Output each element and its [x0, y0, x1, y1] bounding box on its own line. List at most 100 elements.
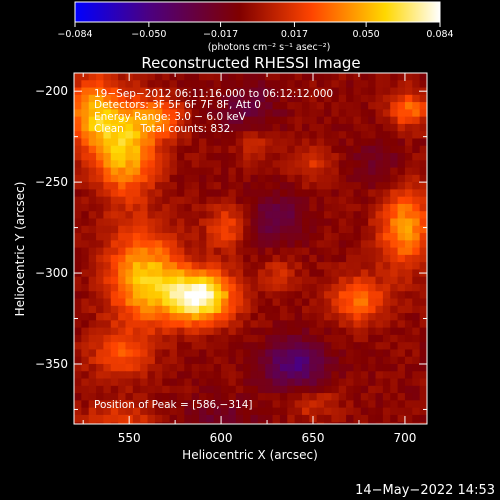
heatmap-pixel	[154, 305, 163, 314]
heatmap-pixel	[110, 334, 119, 343]
heatmap-pixel	[272, 153, 281, 161]
heatmap-pixel	[81, 400, 90, 409]
heatmap-pixel	[272, 196, 281, 205]
heatmap-pixel	[140, 94, 149, 103]
heatmap-pixel	[169, 109, 178, 118]
heatmap-pixel	[74, 342, 82, 351]
heatmap-pixel	[419, 80, 427, 89]
heatmap-pixel	[206, 131, 215, 140]
heatmap-pixel	[140, 116, 149, 125]
heatmap-pixel	[368, 429, 376, 437]
heatmap-pixel	[176, 123, 185, 132]
heatmap-pixel	[176, 131, 185, 140]
heatmap-pixel	[338, 385, 347, 394]
heatmap-pixel	[257, 123, 266, 132]
heatmap-pixel	[199, 123, 207, 132]
heatmap-pixel	[309, 320, 318, 329]
heatmap-pixel	[228, 276, 237, 285]
heatmap-pixel	[360, 254, 369, 263]
heatmap-pixel	[412, 385, 421, 394]
heatmap-pixel	[162, 422, 171, 424]
heatmap-pixel	[162, 167, 171, 176]
heatmap-pixel	[419, 174, 427, 183]
heatmap-pixel	[427, 204, 435, 212]
heatmap-pixel	[324, 276, 332, 285]
heatmap-pixel	[279, 138, 288, 147]
heatmap-pixel	[250, 102, 259, 110]
heatmap-pixel	[419, 393, 427, 401]
heatmap-pixel	[118, 94, 127, 103]
heatmap-pixel	[228, 80, 237, 89]
heatmap-pixel	[132, 87, 141, 96]
heatmap-pixel	[199, 276, 207, 285]
heatmap-pixel	[257, 167, 266, 176]
heatmap-pixel	[324, 73, 332, 81]
heatmap-pixel	[147, 138, 156, 147]
heatmap-pixel	[132, 356, 141, 365]
heatmap-pixel	[103, 298, 112, 307]
heatmap-pixel	[221, 269, 230, 278]
heatmap-pixel	[353, 349, 362, 358]
heatmap-pixel	[176, 276, 185, 285]
heatmap-pixel	[221, 87, 230, 96]
heatmap-pixel	[110, 400, 119, 409]
heatmap-pixel	[309, 269, 318, 278]
heatmap-pixel	[331, 262, 340, 271]
heatmap-pixel	[316, 225, 325, 234]
heatmap-pixel	[360, 87, 369, 96]
heatmap-pixel	[265, 291, 274, 300]
heatmap-pixel	[176, 400, 185, 409]
heatmap-pixel	[88, 313, 97, 321]
heatmap-pixel	[404, 189, 413, 198]
heatmap-pixel	[257, 87, 266, 96]
heatmap-pixel	[287, 254, 296, 263]
heatmap-pixel	[140, 218, 149, 227]
heatmap-pixel	[265, 378, 274, 387]
heatmap-pixel	[331, 167, 340, 176]
heatmap-pixel	[346, 203, 355, 212]
heatmap-pixel	[368, 407, 377, 416]
heatmap-pixel	[390, 203, 399, 212]
heatmap-pixel	[419, 305, 427, 314]
heatmap-pixel	[287, 153, 296, 161]
heatmap-pixel	[169, 189, 178, 198]
heatmap-pixel	[427, 88, 435, 96]
heatmap-pixel	[272, 145, 281, 154]
heatmap-pixel	[213, 283, 222, 292]
heatmap-pixel	[294, 349, 303, 358]
heatmap-pixel	[397, 196, 406, 205]
heatmap-pixel	[316, 378, 325, 387]
heatmap-pixel	[272, 327, 281, 336]
heatmap-pixel	[412, 254, 421, 263]
heatmap-pixel	[382, 240, 391, 249]
heatmap-pixel	[427, 153, 435, 161]
heatmap-pixel	[125, 123, 134, 132]
heatmap-pixel	[132, 203, 141, 212]
heatmap-pixel	[176, 174, 185, 183]
heatmap-pixel	[221, 116, 230, 125]
heatmap-pixel	[404, 262, 413, 271]
heatmap-pixel	[243, 327, 252, 336]
heatmap-pixel	[353, 174, 362, 183]
heatmap-pixel	[184, 240, 193, 249]
heatmap-pixel	[346, 407, 355, 416]
heatmap-pixel	[103, 240, 112, 249]
heatmap-pixel	[88, 131, 97, 140]
heatmap-pixel	[199, 73, 207, 81]
heatmap-pixel	[419, 349, 427, 358]
heatmap-pixel	[324, 102, 332, 110]
heatmap-pixel	[279, 385, 288, 394]
heatmap-pixel	[331, 189, 340, 198]
heatmap-pixel	[132, 102, 141, 110]
heatmap-pixel	[96, 400, 105, 409]
heatmap-pixel	[353, 196, 362, 205]
heatmap-pixel	[257, 283, 266, 292]
heatmap-pixel	[324, 298, 332, 307]
heatmap-pixel	[213, 298, 222, 307]
heatmap-pixel	[176, 94, 185, 103]
heatmap-pixel	[250, 378, 259, 387]
heatmap-pixel	[382, 363, 391, 372]
heatmap-pixel	[199, 283, 207, 292]
heatmap-pixel	[360, 414, 369, 423]
heatmap-pixel	[390, 276, 399, 285]
